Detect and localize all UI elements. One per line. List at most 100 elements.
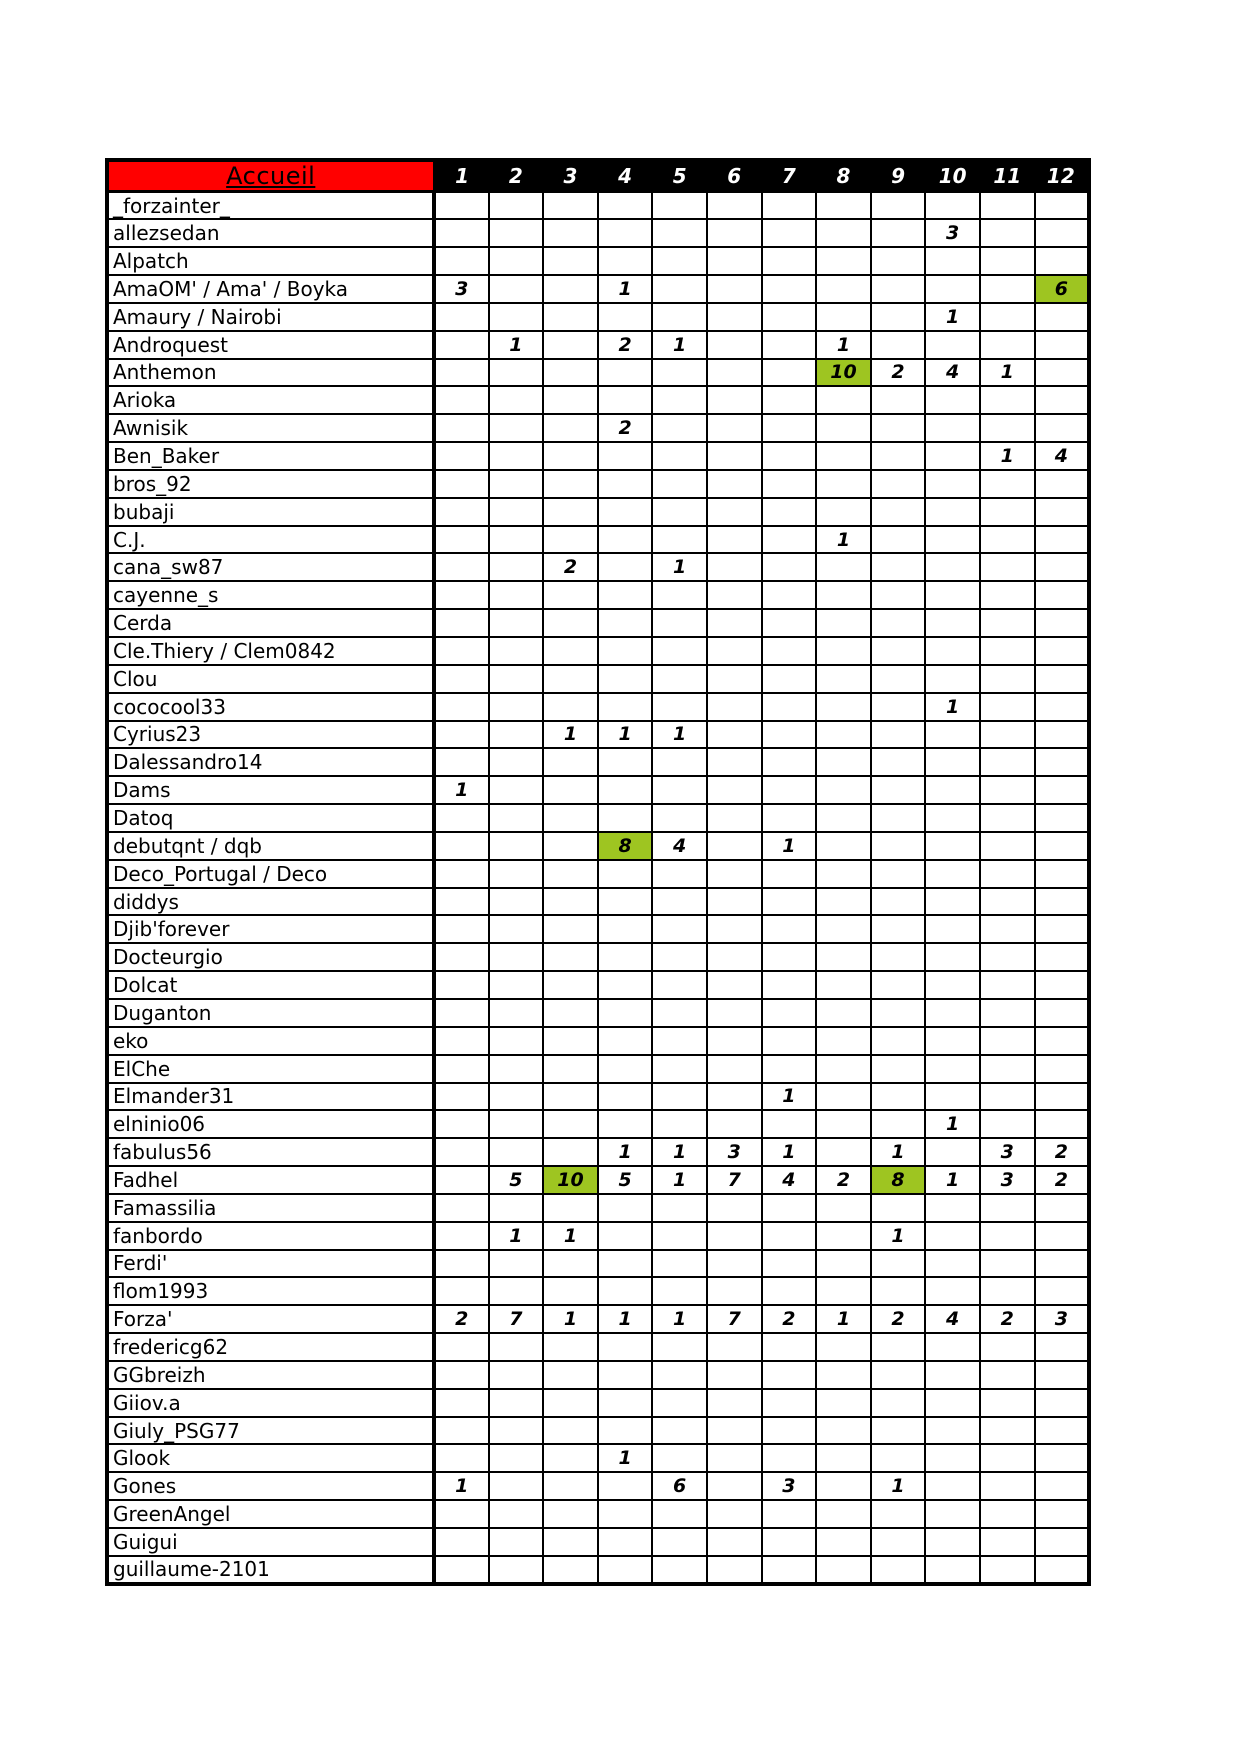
score-cell (815, 719, 872, 750)
player-row: Famassilia (105, 1192, 1091, 1223)
score-cell: 1 (760, 1081, 818, 1112)
score-cell (815, 274, 872, 304)
score-cell (760, 1248, 818, 1279)
score-cell (651, 246, 708, 277)
score-cell: 1 (596, 719, 654, 750)
score-cell (433, 496, 490, 527)
player-row: allezsedan 3 (105, 218, 1091, 249)
score-cell (705, 691, 763, 722)
score-cell: 3 (433, 274, 490, 304)
score-cell (815, 1471, 872, 1502)
score-cell (978, 1443, 1036, 1474)
player-name: Forza' (105, 1304, 436, 1335)
score-cell: 4 (760, 1165, 818, 1195)
score-cell (705, 329, 763, 360)
score-cell (978, 1499, 1036, 1529)
score-cell (869, 1359, 927, 1390)
score-cell (815, 997, 872, 1028)
score-cell (433, 914, 490, 945)
score-cell (596, 357, 654, 388)
score-cell (487, 1137, 545, 1168)
score-cell (924, 1332, 981, 1362)
score-cell (869, 1248, 927, 1279)
score-cell (705, 218, 763, 249)
score-cell (596, 1387, 654, 1418)
score-cell (1033, 552, 1091, 583)
score-cell (705, 496, 763, 527)
score-cell (651, 1443, 708, 1474)
player-row: Ferdi' (105, 1248, 1091, 1279)
score-cell (433, 218, 490, 249)
score-cell (1033, 1248, 1091, 1279)
round-header-cell: 7 (761, 158, 817, 193)
player-row: AmaOM' / Ama' / Boyka 3 1 6 (105, 274, 1091, 304)
player-name: Cle.Thiery / Clem0842 (105, 636, 436, 666)
score-cell (433, 552, 490, 583)
score-cell (760, 1109, 818, 1140)
score-cell (869, 747, 927, 778)
score-cell (433, 1359, 490, 1390)
score-cell (542, 997, 599, 1028)
score-cell (542, 1443, 599, 1474)
score-cell (760, 218, 818, 249)
score-cell (978, 830, 1036, 861)
score-cell (596, 886, 654, 917)
score-cell (705, 1499, 763, 1529)
score-cell (924, 942, 981, 973)
score-cell (815, 1527, 872, 1557)
player-row: Ben_Baker 1 4 (105, 441, 1091, 471)
player-row: cana_sw87 2 1 (105, 552, 1091, 583)
score-cell (542, 190, 599, 221)
player-name: Clou (105, 663, 436, 694)
score-cell (978, 329, 1036, 360)
score-cell: 1 (542, 719, 599, 750)
round-header-cell: 1 (434, 158, 489, 193)
score-cell (651, 1499, 708, 1529)
score-cell (869, 608, 927, 638)
score-cell (542, 413, 599, 444)
score-cell (433, 1443, 490, 1474)
score-cell (924, 580, 981, 611)
score-cell (542, 942, 599, 973)
score-cell (596, 608, 654, 638)
player-name: GGbreizh (105, 1359, 436, 1390)
score-cell-highlighted: 8 (596, 830, 654, 861)
score-cell (433, 357, 490, 388)
score-cell: 1 (651, 1304, 708, 1335)
score-cell (433, 329, 490, 360)
score-cell (651, 413, 708, 444)
score-cell (542, 1137, 599, 1168)
score-cell (869, 1415, 927, 1446)
player-row: Elmander31 1 (105, 1081, 1091, 1112)
score-cell (651, 747, 708, 778)
score-cell (760, 1499, 818, 1529)
score-cell (433, 997, 490, 1028)
score-cell: 1 (869, 1471, 927, 1502)
player-name: Amaury / Nairobi (105, 301, 436, 332)
score-cell (596, 1192, 654, 1223)
score-cell (978, 691, 1036, 722)
score-cell (651, 1248, 708, 1279)
score-cell (705, 385, 763, 416)
score-cell (542, 1248, 599, 1279)
score-cell (760, 329, 818, 360)
accueil-link[interactable]: Accueil (226, 162, 316, 190)
score-cell (651, 775, 708, 806)
round-header-cell: 8 (816, 158, 871, 193)
score-cell: 4 (651, 830, 708, 861)
score-cell (705, 1443, 763, 1474)
score-cell (760, 691, 818, 722)
score-cell (705, 1109, 763, 1140)
score-cell (487, 413, 545, 444)
score-cell: 1 (978, 441, 1036, 471)
player-name: fabulus56 (105, 1137, 436, 1168)
score-cell (433, 1109, 490, 1140)
score-cell (542, 886, 599, 917)
score-cell (760, 886, 818, 917)
score-cell (705, 246, 763, 277)
player-row: Deco_Portugal / Deco (105, 858, 1091, 889)
score-cell (651, 970, 708, 1000)
score-cell (596, 218, 654, 249)
score-cell (815, 301, 872, 332)
score-cell (869, 580, 927, 611)
